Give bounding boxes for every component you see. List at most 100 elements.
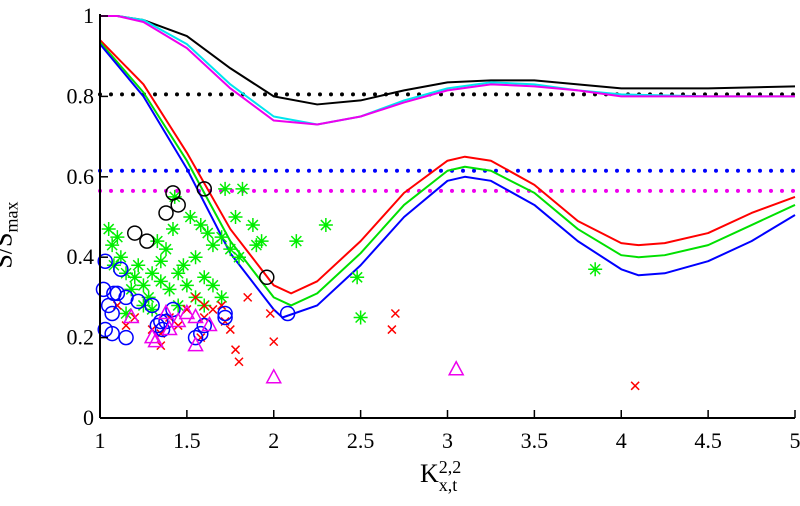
scatter-point — [235, 181, 250, 196]
scatter-point — [143, 328, 161, 344]
scatter-point — [254, 234, 269, 249]
scatter-point — [205, 278, 220, 293]
scatter-point — [104, 325, 120, 342]
scatter-point — [182, 304, 192, 314]
scatter-point — [390, 308, 400, 319]
scatter-point — [228, 210, 243, 224]
scatter-point — [279, 305, 296, 322]
scatter-point — [178, 303, 196, 320]
y-tick-label: 0.6 — [67, 164, 95, 189]
scatter-point — [214, 230, 229, 245]
x-label-sub: x,t — [438, 475, 458, 495]
scatter-point — [145, 302, 160, 317]
scatter-point — [159, 242, 174, 257]
scatter-point — [101, 222, 116, 237]
scatter-point — [113, 261, 129, 278]
scatter-point — [289, 234, 304, 249]
y-label-base: S/S — [0, 232, 18, 269]
scatter-point — [197, 270, 212, 285]
scatter-point — [265, 368, 283, 384]
scatter-point — [630, 381, 640, 391]
scatter-point — [109, 285, 126, 302]
x-tick-label: 1.5 — [173, 428, 201, 453]
scatter-point — [217, 305, 233, 322]
x-axis-label: K 2,2 x,t — [420, 458, 461, 494]
scatter-point — [161, 319, 178, 336]
scatter-point — [249, 238, 264, 253]
scatter-point — [169, 311, 187, 328]
y-tick-label: 1 — [83, 3, 94, 28]
scatter-point — [104, 305, 120, 322]
x-tick-label: 3.5 — [521, 428, 549, 453]
scatter-point — [100, 297, 117, 314]
scatter-point — [205, 238, 220, 253]
scatter-point — [208, 304, 218, 314]
scatter-point — [179, 278, 194, 293]
scatter-point — [243, 292, 253, 302]
scatter-point — [196, 181, 212, 197]
scatter-point — [165, 222, 180, 237]
scatter-point — [150, 234, 165, 249]
scatter-point — [187, 336, 204, 352]
y-tick-label: 0.2 — [67, 325, 95, 350]
scatter-point — [95, 281, 112, 298]
x-tick-label: 4.5 — [694, 428, 722, 453]
scatter-point — [106, 258, 121, 273]
y-tick-label: 0.8 — [67, 83, 95, 108]
scatter-point — [149, 317, 166, 334]
scatter-magenta-triangles — [123, 303, 465, 384]
scatter-point — [170, 197, 186, 213]
scatter-point — [118, 329, 134, 346]
scatter-black-circles — [127, 181, 275, 286]
scatter-point — [265, 308, 275, 319]
scatter-point — [193, 325, 209, 342]
y-label-sub: max — [1, 201, 22, 233]
scatter-point — [130, 293, 146, 310]
scatter-point — [200, 226, 215, 241]
scatter-point — [188, 250, 203, 265]
scatter-point — [153, 274, 168, 289]
y-axis-label: S/Smax — [0, 202, 23, 269]
scatter-point — [232, 250, 246, 265]
scatter-point — [141, 290, 156, 305]
scatter-point — [176, 258, 191, 273]
scatter-point — [171, 266, 186, 281]
x-tick-label: 1 — [95, 428, 106, 453]
scatter-point — [127, 225, 143, 241]
x-tick-label: 4 — [616, 428, 627, 453]
x-tick-label: 2.5 — [347, 428, 375, 453]
scatter-point — [154, 321, 171, 338]
scatter-point — [123, 307, 140, 324]
scatter-point — [187, 307, 204, 324]
series-line-cyan — [100, 15, 795, 126]
scatter-point — [162, 282, 177, 297]
scatter-point — [97, 253, 113, 269]
scatter-point — [225, 325, 235, 335]
scatter-point — [223, 242, 238, 257]
scatter-point — [234, 357, 244, 367]
scatter-point — [447, 360, 465, 376]
scatter-point — [119, 306, 134, 321]
scatter-point — [153, 254, 168, 269]
scatter-point — [165, 301, 181, 318]
scatter-point — [230, 345, 241, 355]
scatter-point — [214, 290, 229, 305]
x-tick-label: 2 — [268, 428, 279, 453]
scatter-point — [387, 325, 397, 335]
scatter-point — [269, 337, 279, 347]
scatter-point — [245, 218, 260, 233]
scatter-point — [259, 269, 275, 286]
scatter-point — [157, 303, 175, 320]
scatter-point — [193, 218, 208, 233]
scatter-point — [350, 270, 365, 285]
scatter-point — [173, 321, 183, 331]
scatter-point — [131, 258, 146, 273]
scatter-point — [124, 282, 139, 297]
scatter-point — [201, 315, 218, 332]
scatter-point — [167, 189, 182, 204]
scatter-point — [105, 238, 120, 253]
y-tick-label: 0 — [83, 405, 94, 430]
x-label-base: K — [420, 458, 439, 488]
scatter-point — [588, 262, 603, 277]
